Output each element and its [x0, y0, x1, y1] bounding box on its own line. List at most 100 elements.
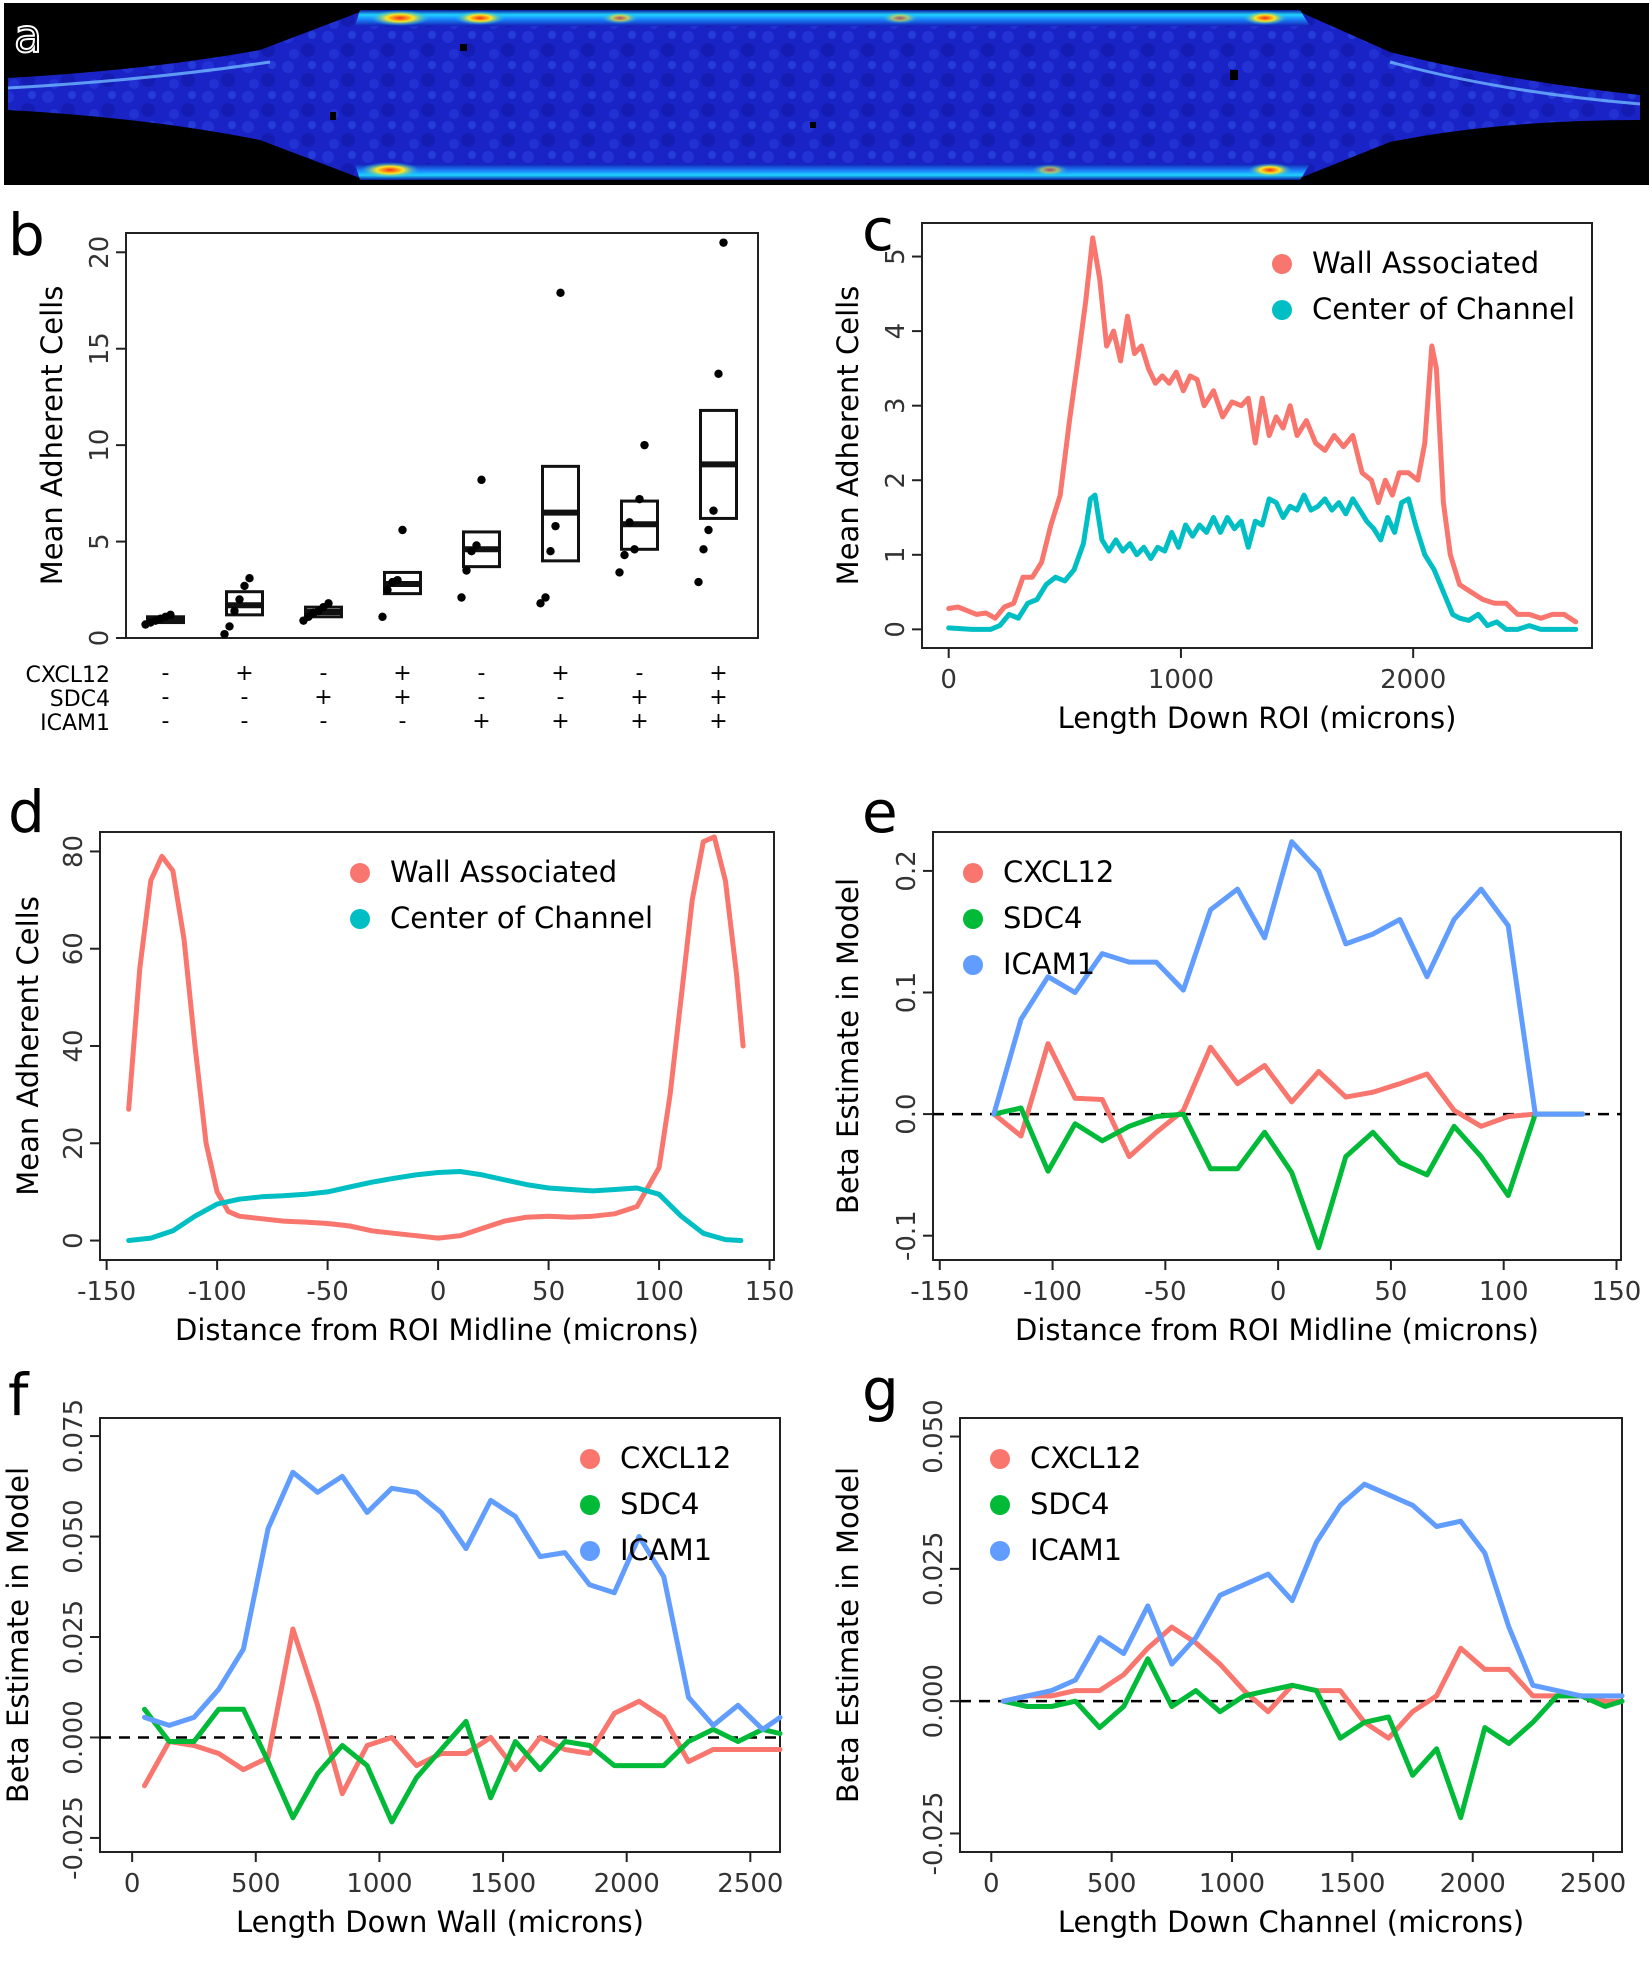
- hotspot: [1243, 11, 1287, 25]
- data-point: [714, 369, 723, 378]
- factor-sign: -: [241, 709, 249, 734]
- series-line-icam1: [1000, 1481, 1625, 1704]
- y-tick-label: 20: [59, 1127, 89, 1160]
- legend-label: ICAM1: [620, 1533, 712, 1567]
- legend-label: CXCL12: [1030, 1441, 1141, 1475]
- legend: Wall Associated Center of Channel: [350, 855, 653, 935]
- channel-bottom-wall: [355, 164, 1310, 180]
- data-point: [477, 475, 486, 485]
- channel-top-wall: [355, 10, 1310, 26]
- black-pixel: [1230, 70, 1238, 80]
- factor-sign: +: [630, 685, 648, 710]
- chart-panel-c: c 0 1000 2000 0 1 2 3 4 5 Length Down ROI (microns…: [831, 196, 1593, 735]
- hotspot: [370, 10, 430, 26]
- y-tick-label: 0: [881, 621, 911, 638]
- black-pixel: [330, 112, 336, 120]
- data-point: [230, 606, 239, 616]
- data-point: [541, 593, 550, 602]
- y-tick-label: 80: [59, 835, 89, 868]
- data-point: [220, 629, 229, 639]
- y-tick-label: 0.1: [892, 972, 922, 1013]
- box-group: ---: [141, 610, 185, 734]
- factor-sign: -: [162, 661, 170, 686]
- black-pixel: [810, 122, 816, 128]
- x-tick-label: 2500: [1560, 1869, 1626, 1899]
- box-group: ++-: [378, 525, 422, 734]
- x-axis-label: Length Down Wall (microns): [236, 1905, 644, 1939]
- box-group: +-+: [536, 288, 580, 734]
- x-tick-label: -100: [188, 1277, 247, 1307]
- plot-frame: [959, 1417, 1623, 1853]
- y-tick-label: 0.025: [59, 1600, 89, 1674]
- y-axis-label: Mean Adherent Cells: [35, 286, 69, 586]
- x-tick-label: 1000: [1199, 1869, 1265, 1899]
- data-point: [551, 521, 560, 531]
- factor-sign: -: [478, 661, 486, 686]
- series-line-sdc4: [991, 1105, 1586, 1251]
- hotspot: [455, 11, 505, 25]
- x-tick-label: 500: [231, 1869, 281, 1899]
- box-group: --+: [457, 475, 501, 734]
- data-point: [615, 568, 624, 577]
- x-axis-label: Distance from ROI Midline (microns): [1015, 1313, 1539, 1347]
- data-point: [462, 566, 471, 575]
- data-point: [635, 494, 644, 504]
- x-tick-label: 1000: [346, 1869, 412, 1899]
- chart-panel-d: d -150 -100 -50 0 50 100 150 0 20 40 60 80 Distance f…: [8, 778, 794, 1347]
- y-tick-label: 0.050: [919, 1399, 949, 1473]
- y-tick-label: 0.000: [919, 1664, 949, 1738]
- y-tick-label: 2: [881, 472, 911, 489]
- series-line-sdc4: [1000, 1656, 1625, 1821]
- channel-body: [8, 12, 1640, 178]
- panel-a-heatmap: a: [4, 3, 1649, 185]
- x-tick-label: 100: [1479, 1277, 1529, 1307]
- x-tick-label: 1500: [470, 1869, 536, 1899]
- data-point: [640, 440, 649, 450]
- y-tick-label: 5: [85, 533, 115, 550]
- x-tick-label: -150: [910, 1277, 969, 1307]
- hotspot: [360, 162, 420, 178]
- x-tick-label: 500: [1087, 1869, 1137, 1899]
- legend: CXCL12 SDC4 ICAM1: [580, 1441, 731, 1567]
- legend-swatch: [580, 1495, 600, 1515]
- series-line-sdc4: [142, 1706, 783, 1825]
- y-axis-label: Beta Estimate in Model: [831, 878, 865, 1214]
- legend: Wall Associated Center of Channel: [1272, 246, 1575, 326]
- data-point: [709, 506, 718, 515]
- legend-swatch: [990, 1541, 1010, 1561]
- y-tick-label: -0.025: [59, 1796, 89, 1880]
- y-tick-label: 0.0: [892, 1093, 922, 1134]
- x-tick-label: 2000: [594, 1869, 660, 1899]
- data-point: [699, 545, 708, 554]
- legend-label: Center of Channel: [390, 901, 653, 935]
- data-point: [719, 238, 728, 247]
- panel-letter-c: c: [862, 196, 894, 264]
- factor-sign: +: [393, 685, 411, 710]
- x-tick-label: 150: [745, 1277, 795, 1307]
- x-tick-label: 0: [124, 1869, 141, 1899]
- y-axis-label: Mean Adherent Cells: [11, 896, 45, 1196]
- y-tick-label: 0.025: [919, 1532, 949, 1606]
- legend-label: Center of Channel: [1312, 292, 1575, 326]
- chart-panel-g: g 0 500 1000 1500 2000 2500 -0.025 0.000 0.025 0.0…: [831, 1356, 1626, 1939]
- inlet-streak: [7, 60, 271, 90]
- legend-swatch: [1272, 254, 1292, 274]
- data-point: [546, 547, 555, 556]
- y-tick-label: 0.000: [59, 1700, 89, 1774]
- legend-swatch: [350, 863, 370, 883]
- data-point: [398, 525, 407, 535]
- x-tick-label: -150: [77, 1277, 136, 1307]
- legend-swatch: [1272, 300, 1292, 320]
- box-group: +--: [220, 574, 264, 734]
- x-tick-label: 2000: [1440, 1869, 1506, 1899]
- data-point: [245, 574, 254, 583]
- chart-panel-f: f 0 500 1000 1500 2000 2500 -0.025 0.000 0.025 0.0…: [1, 1361, 783, 1939]
- factor-label-icam1: ICAM1: [40, 711, 110, 736]
- box-group: -++: [615, 440, 659, 734]
- data-point: [383, 585, 392, 594]
- hotspot: [882, 12, 918, 24]
- y-tick-label: 0.075: [59, 1399, 89, 1473]
- x-tick-label: 2000: [1380, 665, 1446, 695]
- factor-sign: +: [551, 661, 569, 686]
